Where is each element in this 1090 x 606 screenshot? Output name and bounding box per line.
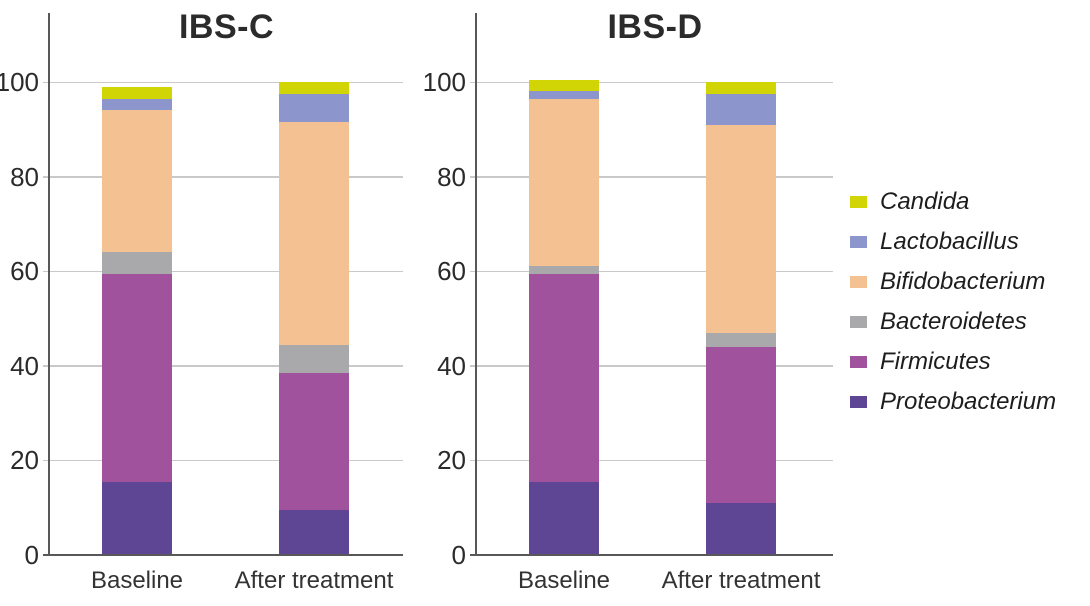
bar-segment-lactobacillus: [529, 91, 599, 99]
bar-segment-lactobacillus: [279, 93, 349, 123]
chart-title-ibs-c: IBS-C: [178, 8, 275, 46]
gridline: [470, 81, 833, 83]
plot-area-ibs-d: 0 20 40 60 80 100 Baseline After treatment: [423, 13, 833, 594]
legend-swatch-lactobacillus: [850, 236, 867, 248]
bar-segment-proteobacterium: [279, 510, 349, 555]
y-tick-label: 40: [437, 350, 466, 381]
legend-swatch-proteobacterium: [850, 396, 867, 408]
bar-segment-proteobacterium: [706, 502, 776, 555]
stacked-bar-baseline: [529, 79, 599, 555]
bar-segment-lactobacillus: [706, 93, 776, 125]
gridline: [43, 365, 403, 367]
x-axis-label: After treatment: [234, 567, 394, 594]
stacked-bar-after-treatment: [706, 82, 776, 555]
y-tick-label: 20: [10, 445, 39, 476]
y-tick-label: 40: [10, 350, 39, 381]
bar-segment-candida: [279, 82, 349, 94]
legend-item: Firmicutes: [850, 342, 1056, 382]
legend-label: Proteobacterium: [880, 388, 1057, 415]
bar-segment-lactobacillus: [102, 98, 172, 111]
legend: Candida Lactobacillus Bifidobacterium Bacte…: [850, 182, 1056, 422]
bar-segment-candida: [706, 82, 776, 94]
x-axis-label: After treatment: [661, 567, 821, 594]
y-axis-line: [47, 13, 50, 556]
bar-segment-bacteroidetes: [529, 266, 599, 274]
stacked-bar-after-treatment: [279, 82, 349, 555]
legend-item: Bifidobacterium: [850, 262, 1056, 302]
chart-title-ibs-d: IBS-D: [607, 8, 703, 46]
x-axis-label: Baseline: [517, 567, 611, 594]
legend-item: Candida: [850, 182, 1056, 222]
bar-segment-bacteroidetes: [706, 332, 776, 347]
gridline: [470, 176, 833, 178]
legend-swatch-bifidobacterium: [850, 276, 867, 288]
bar-segment-firmicutes: [706, 346, 776, 503]
bar-segment-proteobacterium: [102, 481, 172, 555]
bar-segment-bifidobacterium: [529, 98, 599, 267]
bar-segment-candida: [529, 79, 599, 92]
y-tick-label: 60: [437, 256, 466, 287]
legend-swatch-firmicutes: [850, 356, 867, 368]
bar-segment-firmicutes: [102, 273, 172, 482]
bar-segment-bifidobacterium: [102, 110, 172, 253]
y-tick-label: 0: [24, 540, 39, 570]
x-axis-line: [43, 553, 403, 556]
legend-label: Bacteroidetes: [880, 308, 1027, 335]
bar-segment-bacteroidetes: [279, 344, 349, 373]
y-tick-label: 20: [437, 445, 466, 476]
x-axis-line: [470, 553, 833, 556]
y-axis-line: [474, 13, 477, 556]
legend-item: Lactobacillus: [850, 222, 1056, 262]
bar-segment-firmicutes: [529, 273, 599, 482]
bar-segment-candida: [102, 86, 172, 99]
legend-swatch-bacteroidetes: [850, 316, 867, 328]
y-tick-label: 60: [10, 256, 39, 287]
y-tick-label: 80: [10, 161, 39, 192]
y-tick-label: 100: [422, 67, 466, 97]
y-tick-label: 80: [437, 161, 466, 192]
gridline: [43, 270, 403, 273]
legend-label: Candida: [880, 188, 970, 215]
legend-label: Lactobacillus: [880, 228, 1019, 255]
gridline: [470, 365, 833, 367]
gridline: [43, 176, 403, 178]
legend-item: Proteobacterium: [850, 382, 1056, 422]
legend-item: Bacteroidetes: [850, 302, 1056, 342]
bar-segment-bacteroidetes: [102, 252, 172, 274]
y-tick-label: 0: [451, 540, 466, 570]
gridline: [470, 459, 833, 462]
gridline: [470, 270, 833, 273]
gridline: [43, 81, 403, 83]
bar-segment-bifidobacterium: [706, 124, 776, 333]
bar-segment-firmicutes: [279, 372, 349, 511]
plot-area-ibs-c: 0 20 40 60 80 100 Baseline After treatment: [0, 13, 403, 594]
y-tick-label: 100: [0, 67, 39, 97]
x-axis-label: Baseline: [90, 567, 184, 594]
bar-segment-proteobacterium: [529, 481, 599, 555]
stacked-bar-baseline: [102, 82, 172, 555]
legend-label: Bifidobacterium: [880, 268, 1046, 295]
legend-label: Firmicutes: [880, 348, 991, 375]
bar-segment-bifidobacterium: [279, 122, 349, 345]
legend-swatch-candida: [850, 196, 867, 208]
gridline: [43, 459, 403, 462]
